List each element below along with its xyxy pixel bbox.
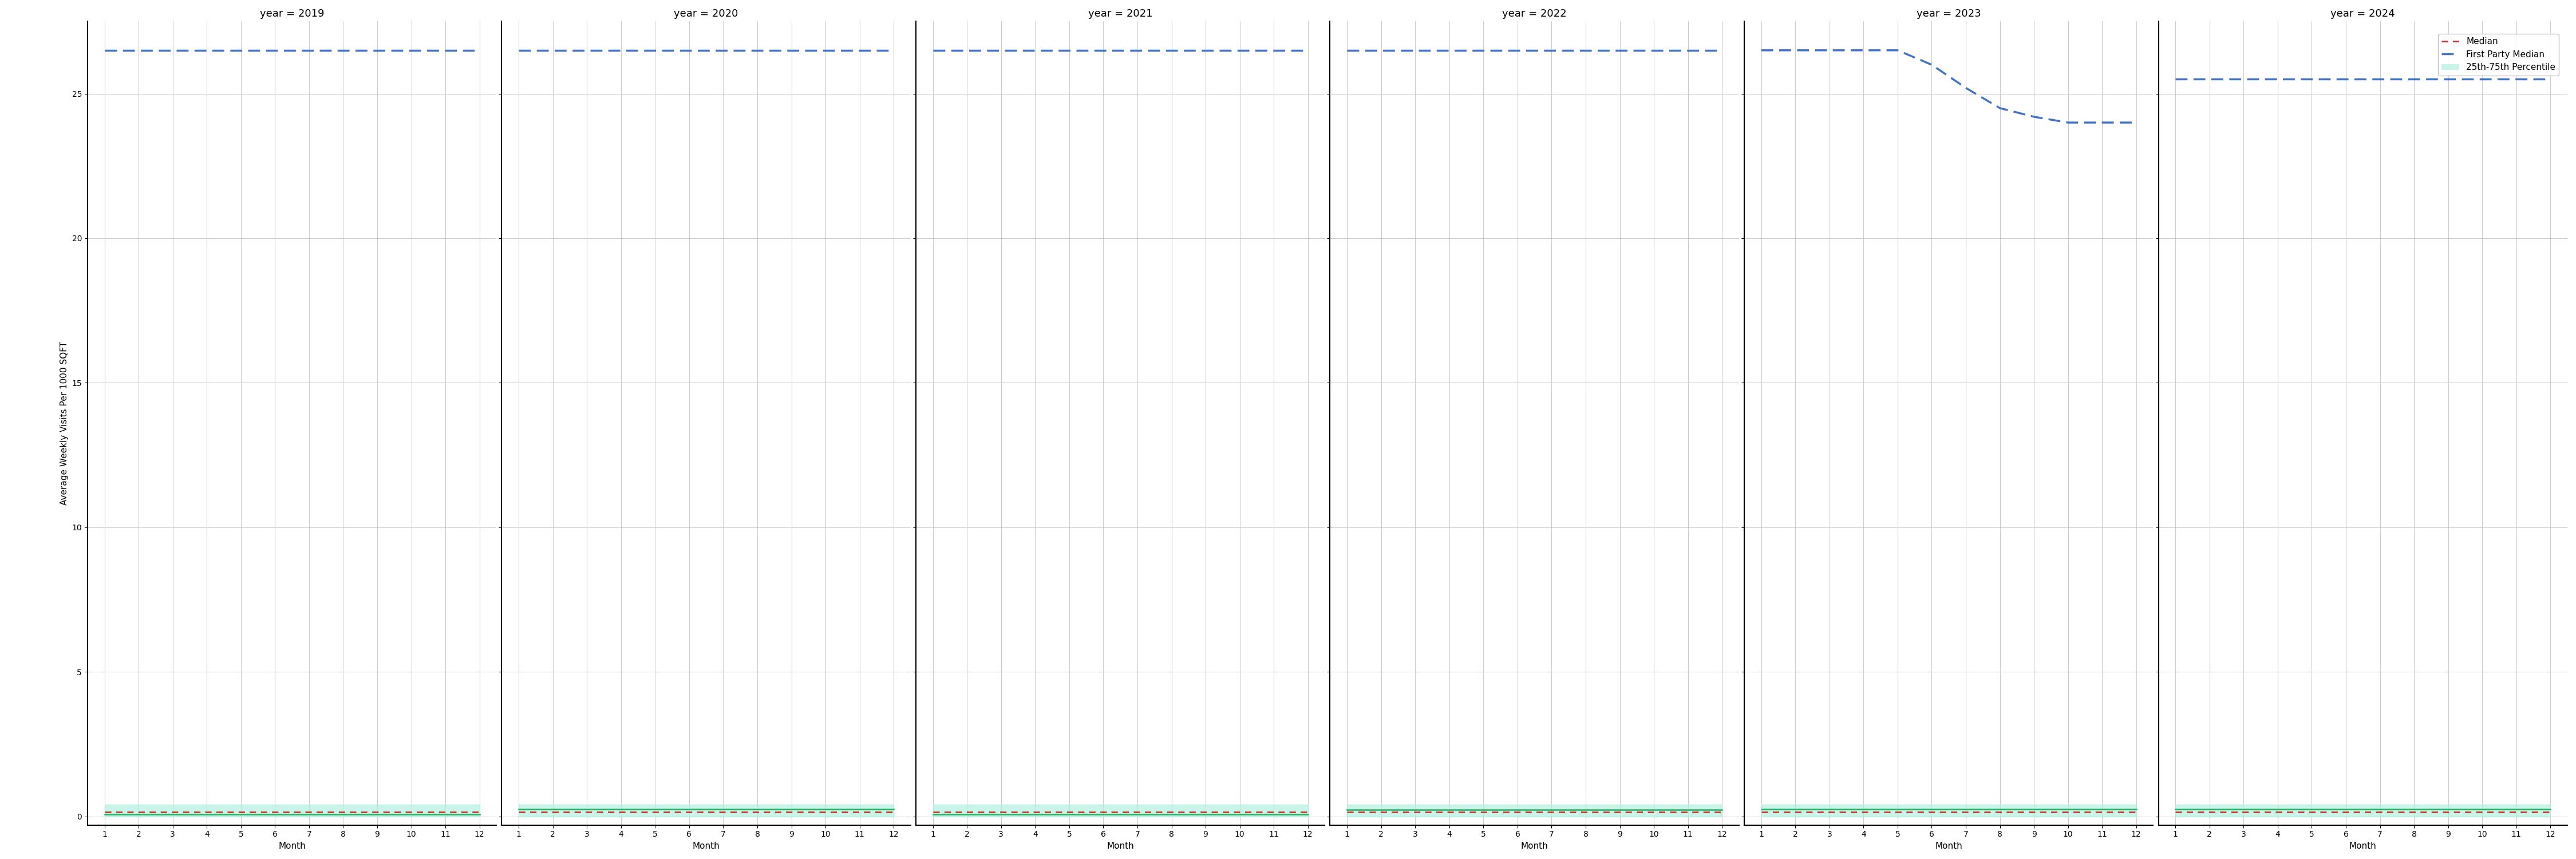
X-axis label: Month: Month — [1520, 842, 1548, 850]
Title: year = 2020: year = 2020 — [675, 9, 739, 19]
X-axis label: Month: Month — [1935, 842, 1963, 850]
Title: year = 2022: year = 2022 — [1502, 9, 1566, 19]
Title: year = 2021: year = 2021 — [1087, 9, 1151, 19]
Title: year = 2023: year = 2023 — [1917, 9, 1981, 19]
Y-axis label: Average Weekly Visits Per 1000 SQFT: Average Weekly Visits Per 1000 SQFT — [59, 341, 70, 505]
X-axis label: Month: Month — [1108, 842, 1133, 850]
X-axis label: Month: Month — [278, 842, 307, 850]
Legend: Median, First Party Median, 25th-75th Percentile: Median, First Party Median, 25th-75th Pe… — [2437, 34, 2558, 76]
X-axis label: Month: Month — [693, 842, 719, 850]
Title: year = 2019: year = 2019 — [260, 9, 325, 19]
Title: year = 2024: year = 2024 — [2331, 9, 2396, 19]
X-axis label: Month: Month — [2349, 842, 2378, 850]
